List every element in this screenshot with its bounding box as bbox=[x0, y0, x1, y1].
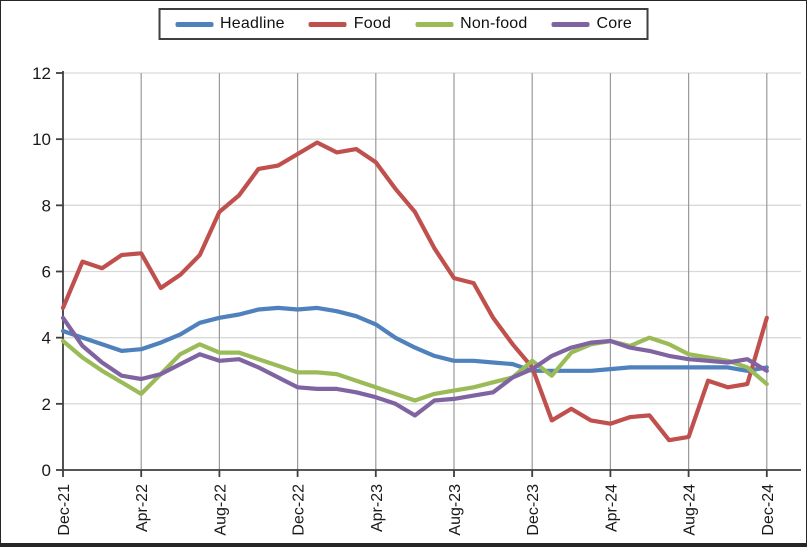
legend-item-non-food: Non-food bbox=[415, 15, 527, 33]
y-axis-tick-label: 12 bbox=[32, 64, 51, 83]
legend-swatch-food bbox=[308, 21, 347, 27]
legend-item-core: Core bbox=[551, 15, 632, 33]
legend-item-headline: Headline bbox=[175, 15, 285, 33]
legend-label: Headline bbox=[220, 15, 285, 32]
series-line-headline bbox=[60, 305, 769, 373]
x-axis-tick-label: Aug-24 bbox=[682, 484, 699, 536]
y-axis-tick-label: 0 bbox=[42, 461, 51, 480]
y-axis-tick-label: 10 bbox=[32, 130, 51, 149]
legend-label: Food bbox=[353, 15, 392, 32]
x-axis-tick-label: Aug-22 bbox=[212, 484, 229, 536]
x-axis-tick-label: Apr-24 bbox=[603, 484, 620, 532]
y-axis-tick-label: 4 bbox=[42, 329, 51, 348]
legend-item-food: Food bbox=[308, 15, 392, 33]
x-axis-tick-label: Dec-22 bbox=[291, 484, 308, 536]
series-line-non-food bbox=[60, 335, 769, 403]
chart-legend: Headline Food Non-food Core bbox=[158, 8, 649, 40]
series-line-core bbox=[60, 315, 769, 418]
legend-swatch-non-food bbox=[415, 21, 454, 27]
x-axis-tick-label: Apr-23 bbox=[369, 484, 386, 532]
x-axis-tick-label: Dec-24 bbox=[760, 484, 777, 536]
legend-label: Non-food bbox=[460, 15, 528, 32]
legend-label: Core bbox=[596, 15, 632, 32]
y-axis-tick-label: 6 bbox=[42, 263, 51, 282]
series-line-food bbox=[60, 140, 769, 443]
y-axis-tick-label: 8 bbox=[42, 196, 51, 215]
legend-swatch-headline bbox=[175, 21, 214, 27]
legend-swatch-core bbox=[551, 21, 590, 27]
x-axis-tick-label: Dec-21 bbox=[56, 484, 73, 536]
y-axis-tick-label: 2 bbox=[42, 395, 51, 414]
x-axis-tick-label: Dec-23 bbox=[525, 484, 542, 536]
x-axis-tick-label: Aug-23 bbox=[447, 484, 464, 536]
legend-box: Headline Food Non-food Core bbox=[150, 1, 657, 40]
x-axis-tick-label: Apr-22 bbox=[134, 484, 151, 532]
